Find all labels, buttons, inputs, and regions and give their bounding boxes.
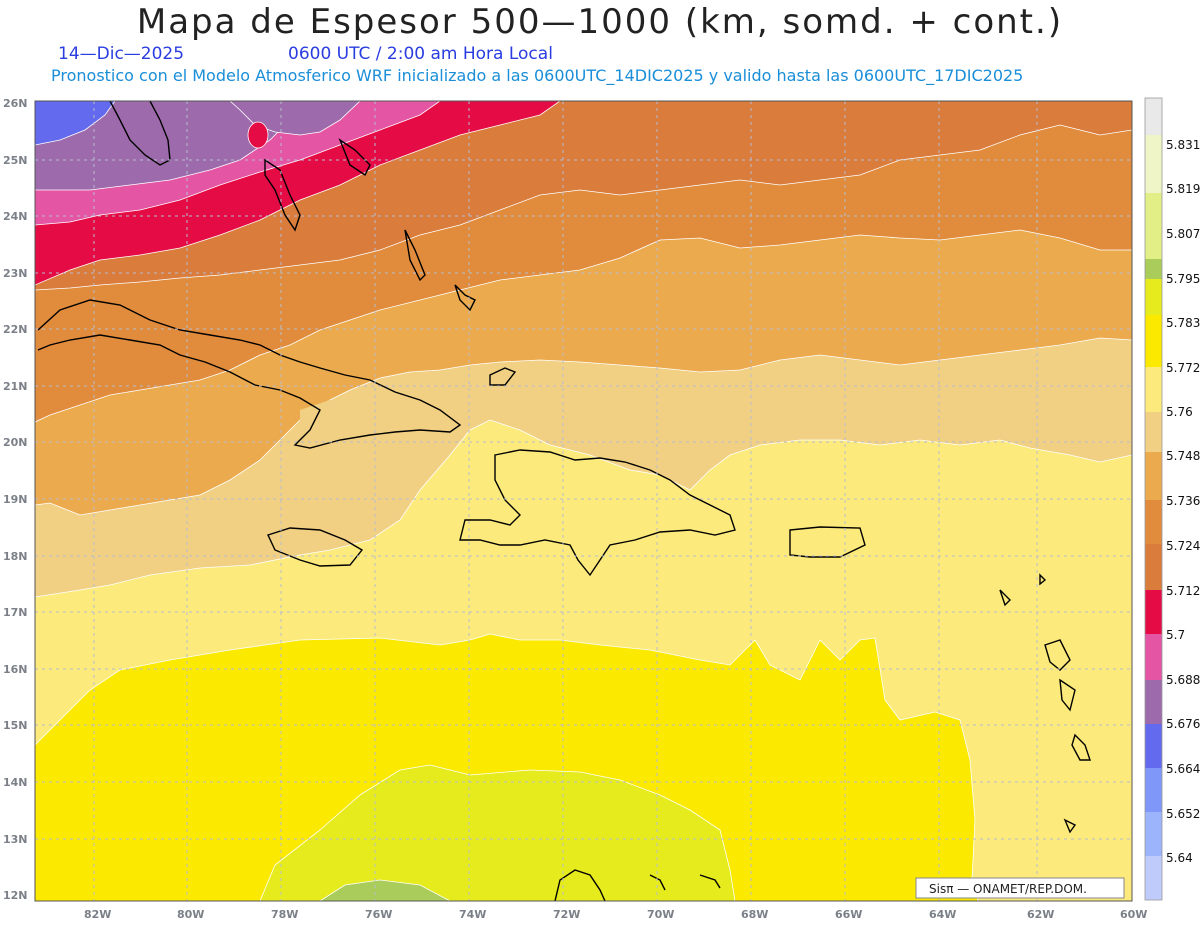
coastlines: [37, 101, 1091, 901]
longitude-labels: 82W 80W 78W 76W 74W 72W 70W 68W 66W 64W …: [84, 908, 1147, 921]
thickness-contours: [35, 101, 1132, 901]
colorbar-label: 5.7: [1166, 628, 1185, 642]
credit-box: Sisπ — ONAMET/REP.DOM.: [915, 877, 1125, 899]
lat-label: 17N: [3, 606, 28, 619]
colorbar-swatch: [1145, 193, 1162, 222]
colorbar-swatch: [1145, 315, 1162, 367]
colorbar-swatch: [1145, 164, 1162, 193]
colorbar-swatch: [1145, 98, 1162, 135]
lon-label: 70W: [647, 908, 674, 921]
colorbar-label: 5.783: [1166, 316, 1200, 330]
colorbar-label: 5.736: [1166, 494, 1200, 508]
lat-label: 19N: [3, 493, 28, 506]
colorbar-swatch: [1145, 412, 1162, 452]
colorbar-swatch: [1145, 367, 1162, 412]
lon-label: 80W: [177, 908, 204, 921]
colorbar-swatch: [1145, 452, 1162, 500]
colorbar-swatch: [1145, 279, 1162, 315]
colorbar-swatch: [1145, 259, 1162, 279]
lat-label: 13N: [3, 833, 28, 846]
colorbar-swatch: [1145, 500, 1162, 544]
latitude-labels: 26N 25N 24N 23N 22N 21N 20N 19N 18N 17N …: [3, 97, 28, 902]
colorbar-label: 5.807: [1166, 227, 1200, 241]
lon-label: 68W: [741, 908, 768, 921]
lat-label: 24N: [3, 210, 28, 223]
colorbar-swatch: [1145, 724, 1162, 768]
lat-label: 22N: [3, 323, 28, 336]
lat-label: 14N: [3, 776, 28, 789]
lat-label: 26N: [3, 97, 28, 110]
lat-label: 16N: [3, 663, 28, 676]
lat-label: 12N: [3, 889, 28, 902]
colorbar-swatch: [1145, 544, 1162, 590]
lon-label: 64W: [929, 908, 956, 921]
forecast-subtitle: Pronostico con el Modelo Atmosferico WRF…: [51, 66, 1024, 85]
map-frame: [34, 100, 1133, 902]
lat-label: 20N: [3, 436, 28, 449]
colorbar-swatch: [1145, 590, 1162, 634]
lat-label: 21N: [3, 380, 28, 393]
lon-label: 82W: [84, 908, 111, 921]
forecast-time: 0600 UTC / 2:00 am Hora Local: [288, 44, 553, 64]
colorbar-label: 5.676: [1166, 717, 1200, 731]
colorbar-label: 5.772: [1166, 361, 1200, 375]
forecast-date: 14—Dic—2025: [58, 44, 185, 64]
colorbar-label: 5.831: [1166, 138, 1200, 152]
lat-label: 25N: [3, 154, 28, 167]
colorbar-label: 5.688: [1166, 673, 1200, 687]
colorbar-label: 5.652: [1166, 807, 1200, 821]
lat-label: 23N: [3, 267, 28, 280]
lon-label: 62W: [1027, 908, 1054, 921]
colorbar-label: 5.712: [1166, 584, 1200, 598]
lon-label: 76W: [365, 908, 392, 921]
credit-text: Sisπ — ONAMET/REP.DOM.: [929, 882, 1087, 896]
lat-label: 15N: [3, 719, 28, 732]
colorbar-label: 5.664: [1166, 762, 1200, 776]
colorbar-label: 5.64: [1166, 851, 1193, 865]
gridlines: [35, 101, 1132, 901]
lon-label: 66W: [835, 908, 862, 921]
colorbar-swatch: [1145, 222, 1162, 259]
colorbar-swatch: [1145, 135, 1162, 164]
colorbar-label: 5.724: [1166, 539, 1200, 553]
colorbar-label: 5.819: [1166, 182, 1200, 196]
colorbar-swatch: [1145, 680, 1162, 724]
lon-label: 78W: [271, 908, 298, 921]
colorbar: 5.831 5.819 5.807 5.795 5.783 5.772 5.76…: [1144, 97, 1200, 901]
colorbar-label: 5.795: [1166, 272, 1200, 286]
colorbar-label: 5.76: [1166, 405, 1193, 419]
lon-label: 74W: [459, 908, 486, 921]
colorbar-swatch: [1145, 768, 1162, 812]
map-title: Mapa de Espesor 500—1000 (km, somd. + co…: [136, 2, 1064, 42]
colorbar-swatch: [1145, 634, 1162, 680]
lon-label: 72W: [553, 908, 580, 921]
lat-label: 18N: [3, 550, 28, 563]
colorbar-swatch: [1145, 812, 1162, 856]
lon-label: 60W: [1120, 908, 1147, 921]
colorbar-swatch: [1145, 856, 1162, 900]
colorbar-label: 5.748: [1166, 449, 1200, 463]
